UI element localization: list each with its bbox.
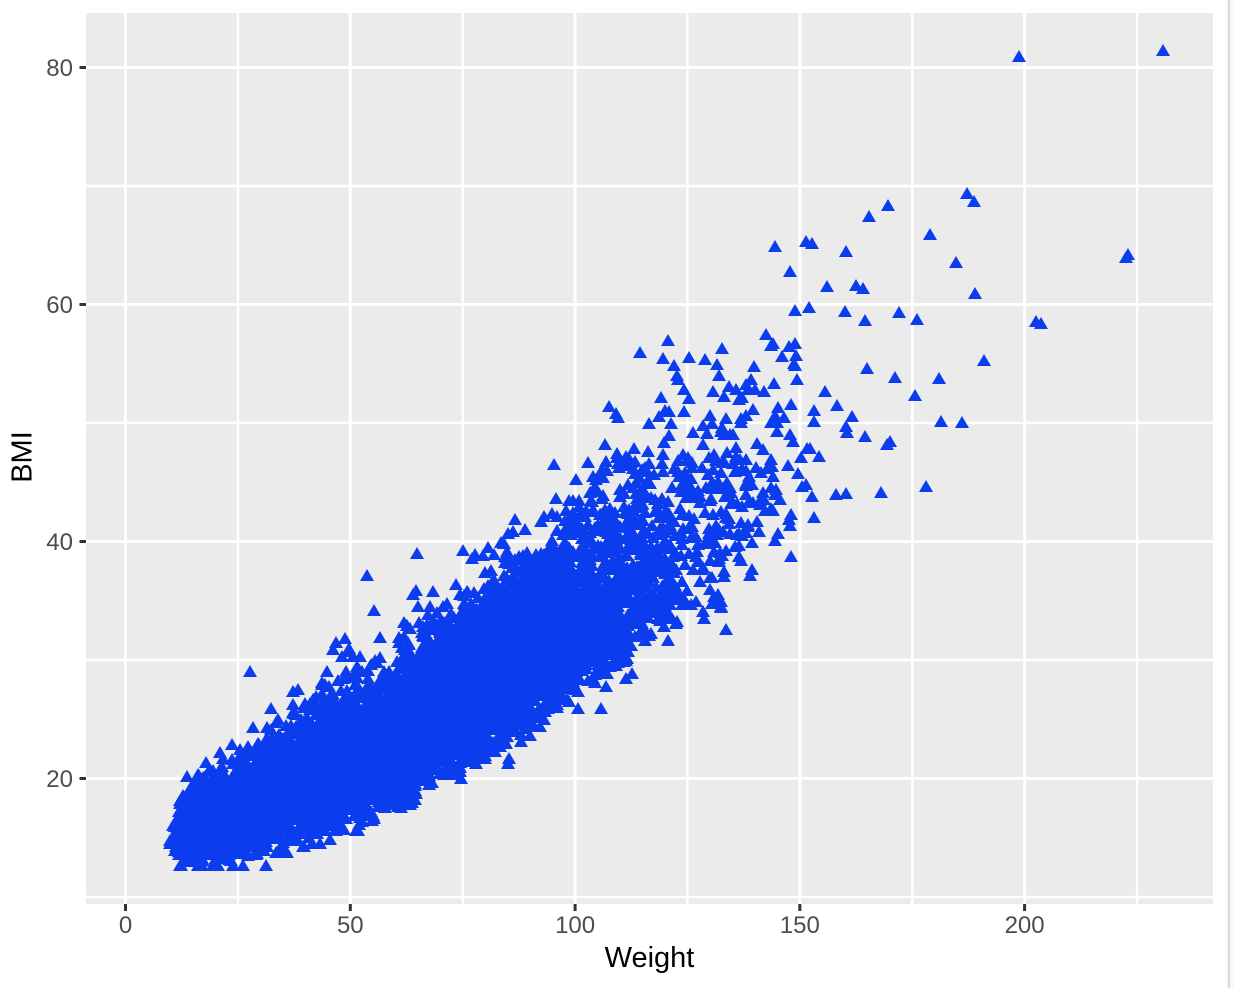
svg-text:BMI: BMI xyxy=(7,431,39,483)
svg-text:200: 200 xyxy=(1005,912,1045,939)
svg-text:100: 100 xyxy=(555,912,595,939)
svg-text:Weight: Weight xyxy=(605,942,695,974)
svg-text:20: 20 xyxy=(46,766,73,793)
svg-text:80: 80 xyxy=(46,55,73,82)
svg-text:40: 40 xyxy=(46,529,73,556)
svg-text:60: 60 xyxy=(46,292,73,319)
svg-text:50: 50 xyxy=(337,912,364,939)
svg-text:150: 150 xyxy=(780,912,820,939)
svg-text:0: 0 xyxy=(119,912,132,939)
